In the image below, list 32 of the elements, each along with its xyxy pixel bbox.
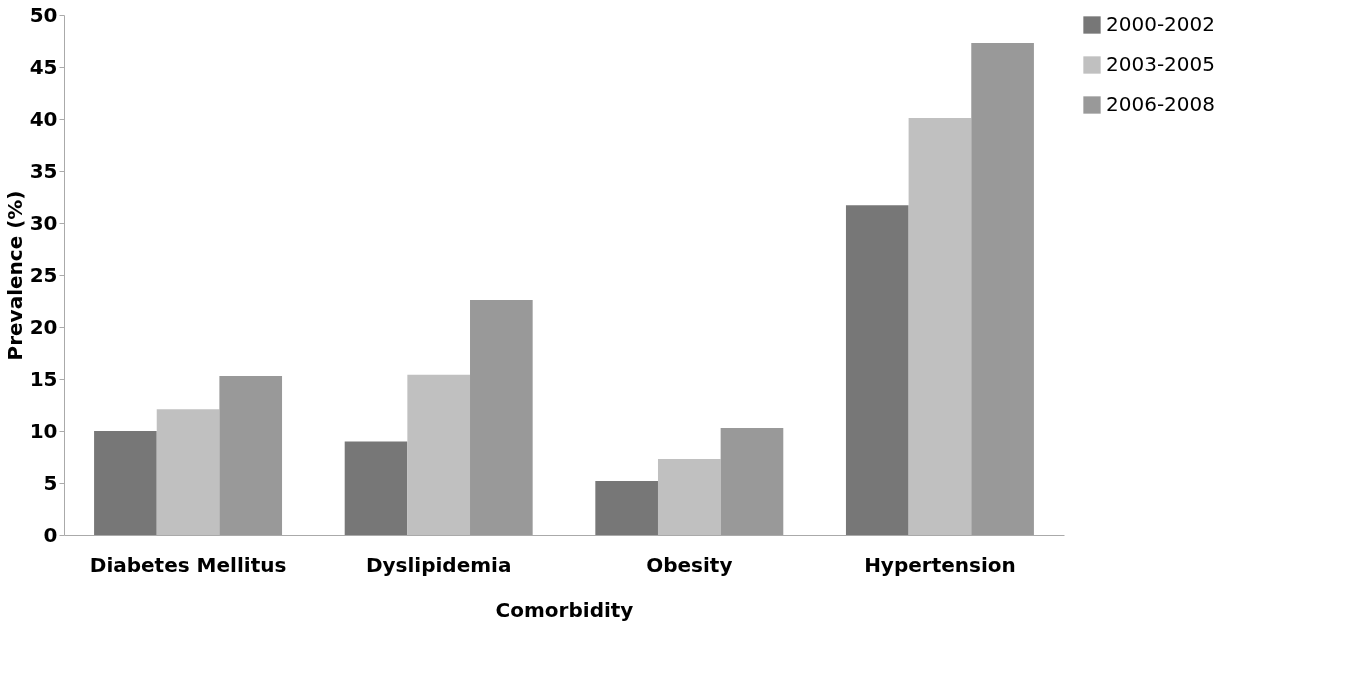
bar [94,431,157,535]
legend-label: 2000-2002 [1106,12,1216,36]
bar [344,441,408,535]
bar [720,427,784,535]
x-tick-label: Dyslipidemia [365,552,512,577]
bar [845,205,909,535]
y-tick-label: 25 [29,262,58,287]
y-tick-label: 20 [29,314,58,339]
bar [971,43,1034,535]
x-tick-label: Hypertension [864,552,1016,577]
bar [219,375,283,535]
bar [595,480,658,535]
bar [470,299,533,535]
bar [908,117,972,535]
y-tick-label: 35 [29,158,58,183]
x-tick-label: Diabetes Mellitus [89,552,287,577]
y-tick-label: 10 [29,418,58,443]
bar [657,459,721,535]
y-tick-label: 45 [29,54,58,79]
y-tick-label: 15 [29,366,58,391]
y-tick-label: 30 [29,210,58,235]
y-tick-label: 50 [29,2,58,27]
y-tick-label: 0 [43,522,58,547]
y-axis-title: Prevalence (%) [2,190,27,361]
x-axis-title: Comorbidity [495,597,634,622]
x-tick-label: Obesity [646,552,733,577]
legend-label: 2006-2008 [1106,92,1216,116]
y-tick-label: 5 [43,470,58,495]
y-tick-label: 40 [29,106,58,131]
bar [156,409,220,535]
bar [407,374,471,535]
legend-label: 2003-2005 [1106,52,1216,76]
